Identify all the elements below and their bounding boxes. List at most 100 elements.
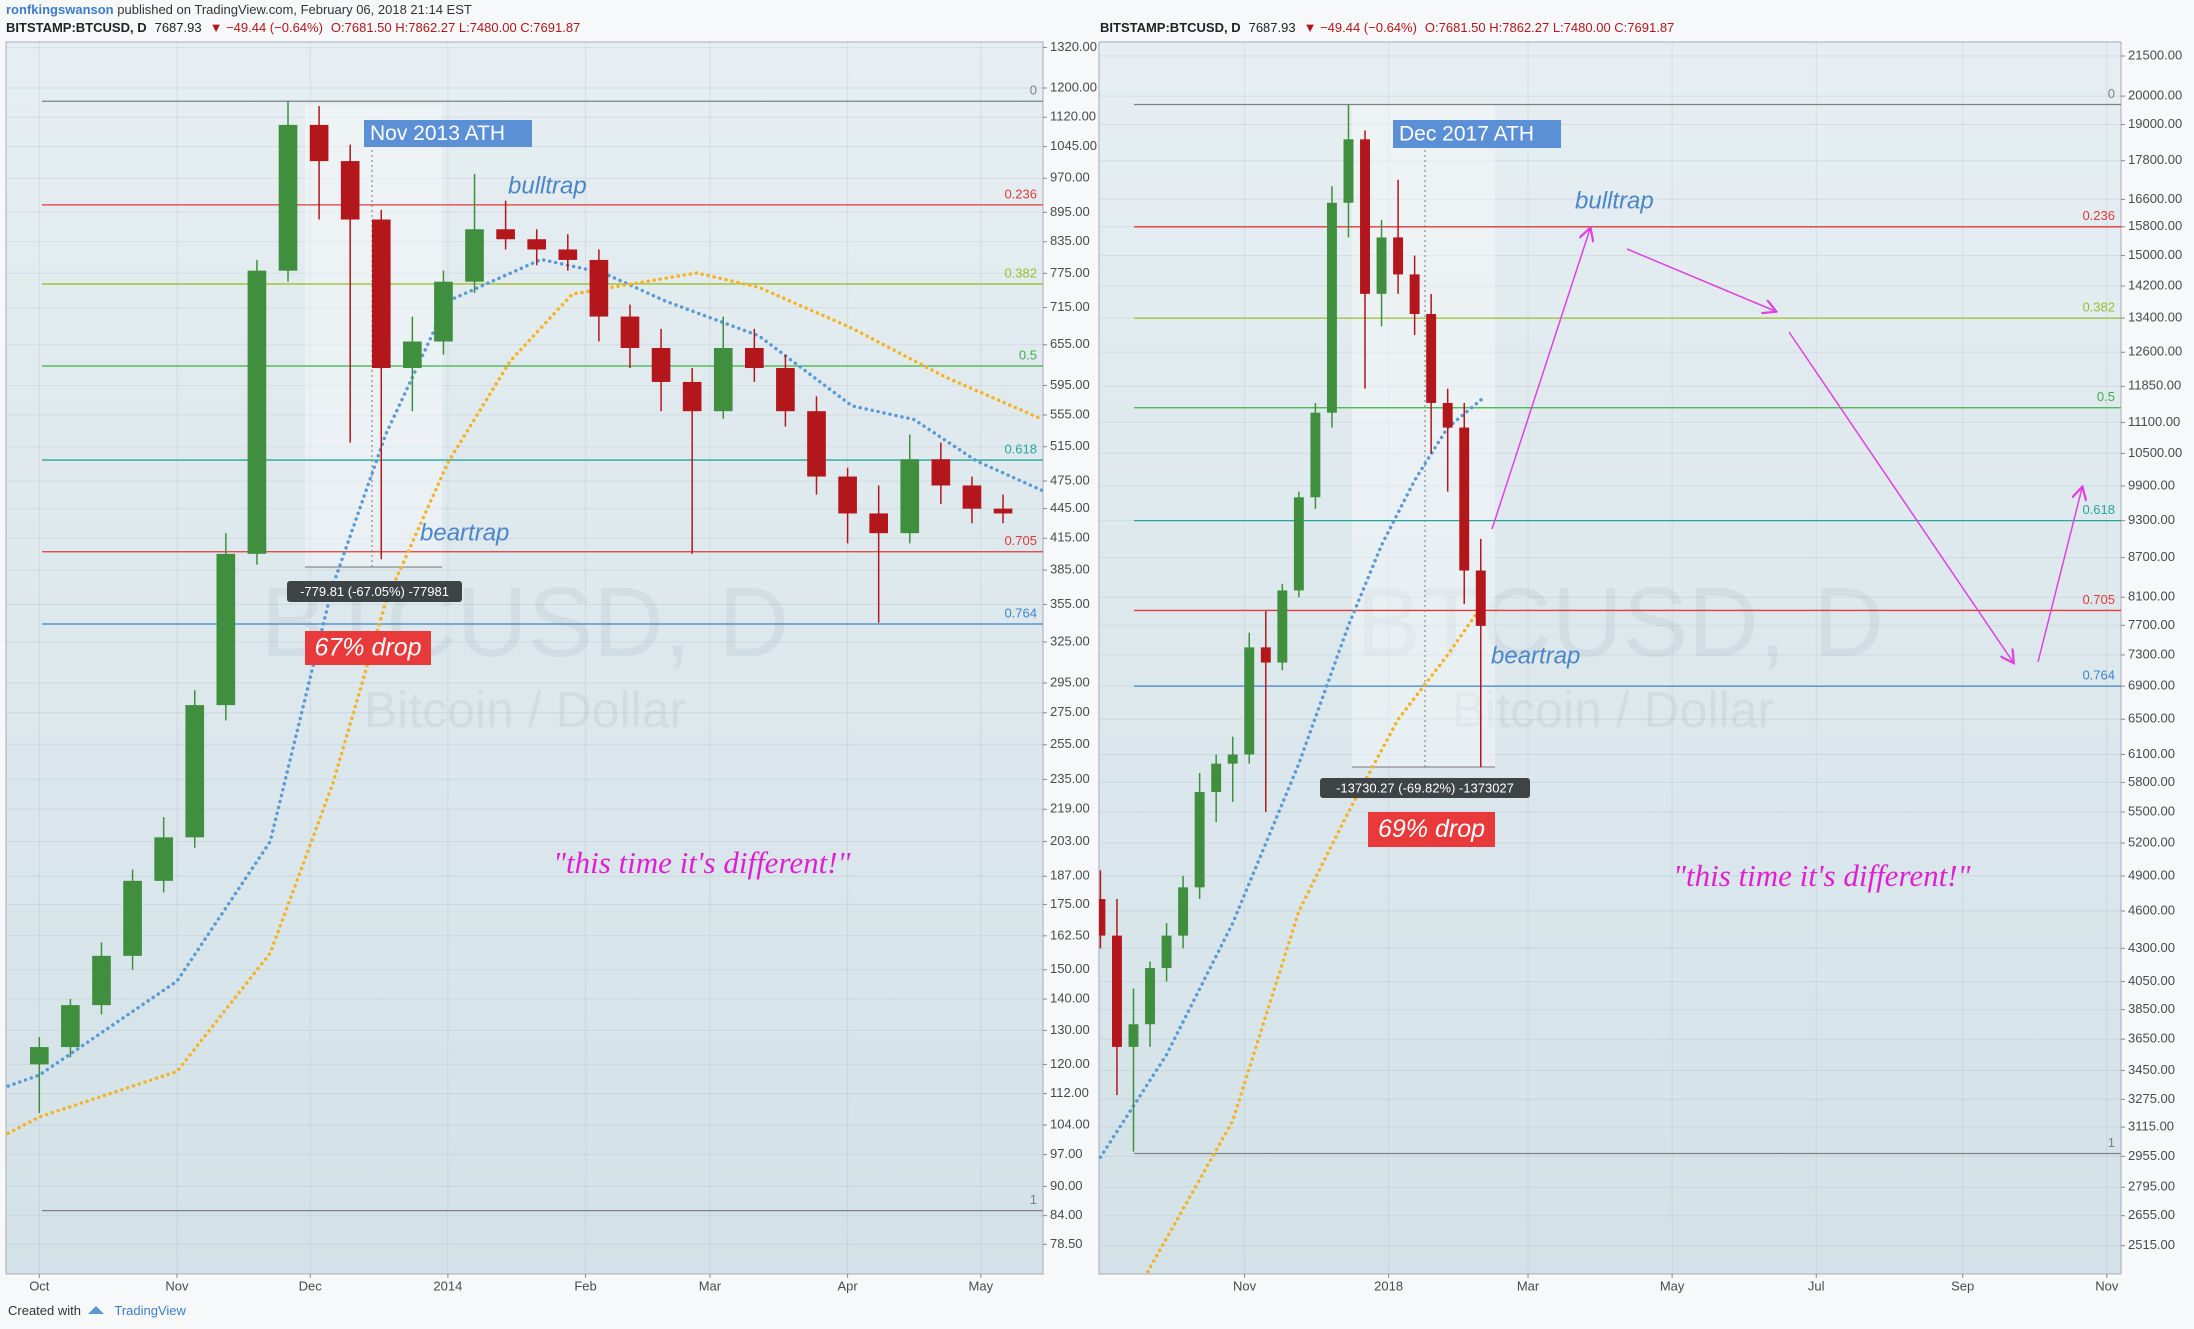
y-tick-label: 4300.00: [2128, 940, 2175, 955]
candle-body: [1194, 792, 1205, 888]
candle-body: [838, 476, 857, 514]
ohlc: O:7681.50 H:7862.27 L:7480.00 C:7691.87: [1425, 20, 1674, 35]
y-tick-label: 130.00: [1050, 1022, 1090, 1037]
x-tick-label: Sep: [1951, 1278, 1974, 1293]
candle-body: [900, 459, 920, 534]
y-tick-label: 9300.00: [2128, 512, 2175, 527]
y-tick-label: 775.00: [1050, 265, 1090, 280]
y-tick-label: 112.00: [1050, 1085, 1089, 1100]
y-tick-label: 11850.00: [2128, 378, 2181, 393]
x-tick-label: Nov: [2095, 1278, 2119, 1293]
moving-average: [1099, 396, 1485, 1160]
y-tick-label: 9900.00: [2128, 477, 2175, 492]
candle-body: [403, 341, 422, 369]
y-tick-label: 10500.00: [2128, 445, 2182, 460]
y-tick-label: 84.00: [1050, 1207, 1083, 1222]
y-tick-label: 19000.00: [2128, 116, 2182, 131]
fib-label: 0.382: [1004, 265, 1037, 280]
candle-body: [807, 411, 826, 477]
candle-body: [216, 553, 236, 706]
candle-body: [1376, 237, 1387, 294]
last-price: 7687.93: [155, 20, 202, 35]
watermark: Bitcoin / Dollar: [1452, 682, 1774, 738]
change: ▼ −49.44 (−0.64%): [1304, 20, 1417, 35]
candle-body: [1326, 202, 1337, 413]
candle-body: [682, 381, 702, 412]
measure-box: [1320, 778, 1530, 798]
x-tick-label: Nov: [165, 1278, 189, 1293]
y-tick-label: 5500.00: [2128, 803, 2175, 818]
candle-body: [1475, 570, 1486, 626]
x-tick-label: May: [969, 1278, 994, 1293]
y-tick-label: 5200.00: [2128, 834, 2175, 849]
x-tick-label: Nov: [1233, 1278, 1257, 1293]
fib-label: 0.705: [2082, 592, 2115, 607]
quote: "this time it's different!": [1673, 858, 1972, 893]
y-tick-label: 2515.00: [2128, 1237, 2175, 1252]
candle-body: [1145, 968, 1155, 1025]
candle-body: [465, 229, 484, 282]
y-tick-label: 3450.00: [2128, 1062, 2175, 1077]
fib-label: 0: [1030, 83, 1037, 98]
beartrap-label: beartrap: [1491, 642, 1580, 669]
x-tick-label: 2014: [433, 1278, 462, 1293]
candle-body: [1293, 497, 1304, 591]
candle-body: [1343, 139, 1354, 203]
arrow: [1788, 331, 2013, 662]
x-tick-label: Mar: [1517, 1278, 1540, 1293]
x-tick-label: 2018: [1374, 1278, 1403, 1293]
arrow: [1626, 248, 1775, 311]
x-tick-label: Oct: [29, 1278, 50, 1293]
arrow: [2037, 488, 2082, 663]
candle-body: [29, 1047, 49, 1065]
y-tick-label: 78.50: [1050, 1236, 1083, 1251]
y-tick-label: 1045.00: [1050, 138, 1097, 153]
y-tick-label: 3275.00: [2128, 1091, 2175, 1106]
y-tick-label: 90.00: [1050, 1178, 1083, 1193]
fib-label: 0.5: [1019, 347, 1037, 362]
bulltrap-label: bulltrap: [1575, 187, 1654, 214]
measure-box: [287, 581, 462, 602]
candle-body: [1099, 899, 1106, 936]
y-tick-label: 11100.00: [2128, 414, 2180, 429]
drop-label: 67% drop: [314, 634, 421, 662]
y-tick-label: 895.00: [1050, 204, 1090, 219]
last-price: 7687.93: [1249, 20, 1296, 35]
y-tick-label: 325.00: [1050, 633, 1090, 648]
candle-body: [962, 485, 982, 509]
candle-body: [1178, 887, 1189, 936]
y-tick-label: 595.00: [1050, 377, 1090, 392]
y-tick-label: 16600.00: [2128, 191, 2182, 206]
y-tick-label: 2655.00: [2128, 1207, 2175, 1222]
candle-body: [1111, 935, 1122, 1047]
symbol: BITSTAMP:BTCUSD, D: [6, 20, 147, 35]
candle-body: [1409, 274, 1420, 315]
y-tick-label: 8100.00: [2128, 589, 2175, 604]
ath-label: Nov 2013 ATH: [370, 122, 505, 145]
moving-average: [1145, 602, 1485, 1274]
candle-body: [1459, 427, 1470, 571]
fib-label: 0: [2108, 86, 2115, 101]
y-tick-label: 6900.00: [2128, 678, 2175, 693]
tv-logo: [88, 1306, 104, 1314]
y-tick-label: 8700.00: [2128, 549, 2175, 564]
y-tick-label: 13400.00: [2128, 310, 2182, 325]
y-tick-label: 7700.00: [2128, 617, 2175, 632]
y-tick-label: 1320.00: [1050, 39, 1097, 54]
x-tick-label: Jul: [1808, 1278, 1825, 1293]
y-tick-label: 150.00: [1050, 961, 1090, 976]
y-tick-label: 255.00: [1050, 736, 1090, 751]
change: ▼ −49.44 (−0.64%): [210, 20, 323, 35]
candle-body: [371, 219, 391, 369]
fib-label: 0.618: [1004, 442, 1037, 457]
x-tick-label: Dec: [299, 1278, 323, 1293]
bulltrap-label: bulltrap: [508, 172, 587, 199]
drop-box: [1368, 812, 1495, 847]
y-tick-label: 355.00: [1050, 596, 1090, 611]
x-tick-label: Feb: [574, 1278, 596, 1293]
candle-body: [1442, 402, 1453, 428]
fib-label: 1: [1030, 1192, 1037, 1207]
y-tick-label: 219.00: [1050, 801, 1090, 816]
ath-box: [364, 120, 532, 147]
